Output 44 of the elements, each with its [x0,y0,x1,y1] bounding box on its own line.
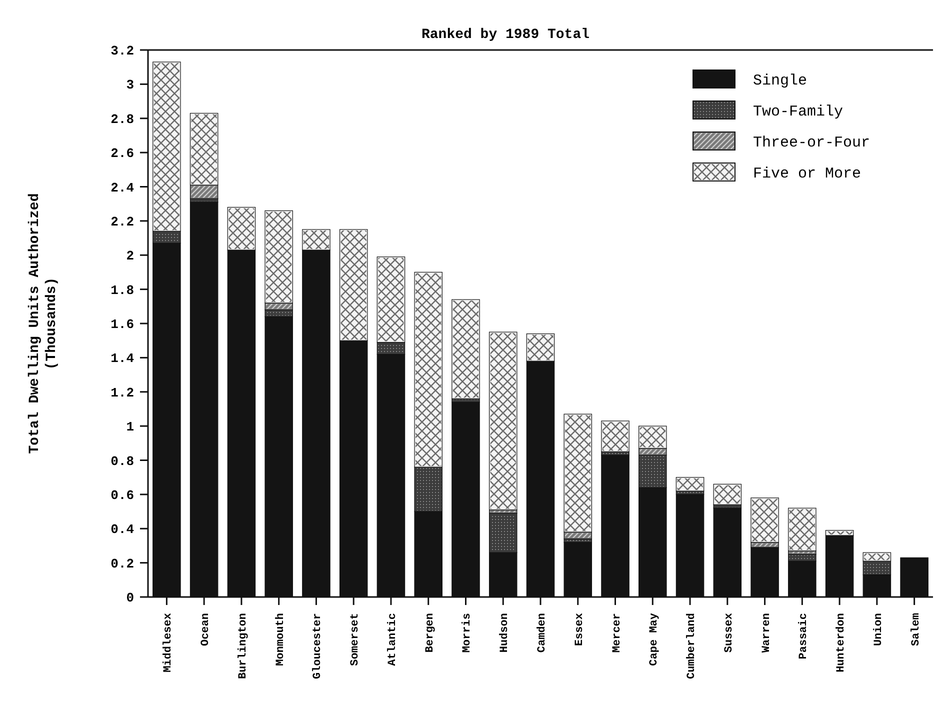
x-tick-label: Gloucester [312,613,324,680]
x-tick-label: Hunterdon [836,613,848,672]
x-tick-label: Salem [910,612,922,646]
x-tick-label: Passaic [798,613,810,660]
x-tick-label: Essex [574,612,586,646]
y-tick-label: 0 [126,590,134,606]
legend-label: Single [753,72,808,90]
y-tick-label: 2 [126,248,134,264]
legend-label: Two-Family [753,103,844,120]
y-tick-label: 2.4 [110,180,134,196]
x-tick-label: Sussex [723,612,736,653]
x-tick-label: Camden [536,613,548,653]
y-tick-label: 0.8 [110,454,134,469]
y-tick-label: 2.6 [110,146,134,162]
x-tick-label: Cape May [648,612,661,666]
x-tick-label: Union [872,613,885,646]
x-tick-label: Middlesex [162,612,175,672]
x-tick-label: Somerset [350,613,362,666]
y-axis-title: Total Dwelling Units Authorized (Thousands) [27,193,60,454]
x-tick-label: Morris [462,613,474,653]
x-tick-label: Warren [760,613,773,653]
y-tick-label: 0.4 [110,522,134,538]
y-tick-label: 3.2 [110,44,134,59]
y-tick-label: 1.2 [110,385,134,400]
x-tick-label: Bergen [424,613,436,653]
legend-label: Three-or-Four [753,134,870,152]
x-tick-label: Mercer [611,613,624,653]
y-tick-label: 0.6 [110,488,134,503]
y-tick-label: 3 [126,78,134,93]
chart-title: Ranked by 1989 Total [421,27,590,43]
y-tick-label: 0.2 [110,556,134,572]
y-tick-label: 2.8 [110,112,134,127]
x-tick-label: Atlantic [386,613,399,666]
y-tick-label: 1.4 [110,351,134,366]
y-tick-label: 2.2 [110,214,134,230]
x-tick-label: Burlington [237,613,250,680]
x-tick-label: Cumberland [686,613,698,680]
x-tick-label: Monmouth [274,613,287,666]
y-tick-label: 1.6 [110,317,134,332]
legend-label: Five or More [753,165,862,182]
x-tick-label: Hudson [499,613,512,653]
x-tick-label: Ocean [200,613,212,646]
y-tick-label: 1.8 [110,282,134,298]
y-tick-label: 1 [126,420,134,435]
